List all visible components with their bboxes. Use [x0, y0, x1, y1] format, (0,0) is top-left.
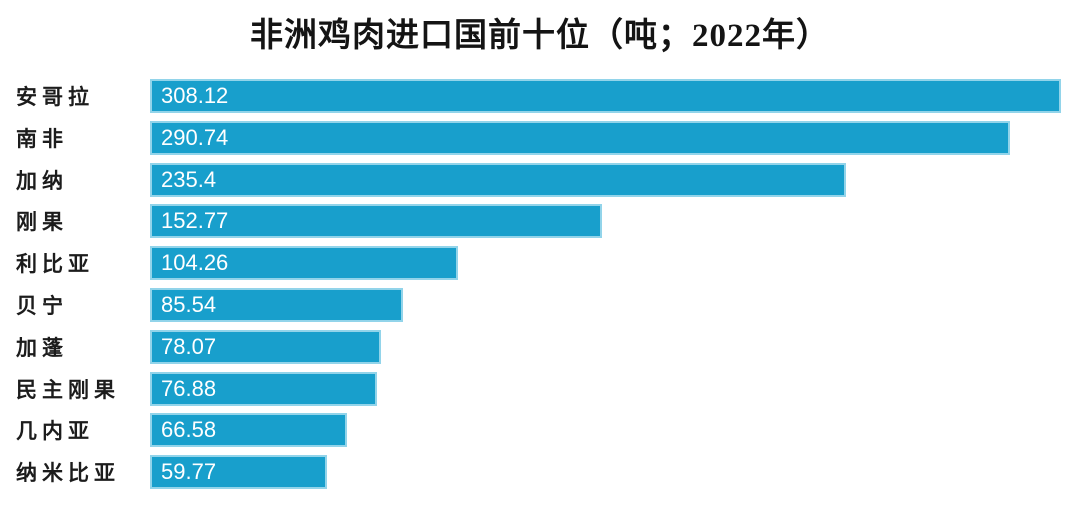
bar-value-label: 59.77	[161, 459, 217, 485]
bar-chart-rows: 安哥拉 308.12 南非 290.74 加纳 235.4 刚果 152.77 利比亚 104.2…	[0, 79, 1080, 497]
bar-value-label: 308.12	[161, 83, 229, 108]
bar-track: 104.26	[150, 246, 1080, 281]
chart-row: 纳米比亚 59.77	[0, 455, 1080, 490]
chart-row: 加蓬 78.07	[0, 329, 1080, 364]
chart-row: 利比亚 104.26	[0, 246, 1080, 281]
category-label: 加蓬	[16, 335, 68, 360]
bar: 290.74	[150, 120, 1010, 155]
chart-row: 南非 290.74	[0, 120, 1080, 155]
bar-track: 235.4	[150, 162, 1080, 197]
category-label: 安哥拉	[16, 85, 94, 109]
chart-row: 加纳 235.4	[0, 162, 1080, 197]
bar-value-label: 104.26	[161, 250, 229, 276]
bar-track: 290.74	[150, 120, 1080, 155]
bar-track: 308.12	[150, 79, 1080, 113]
category-label: 贝宁	[16, 293, 68, 318]
chart-row: 刚果 152.77	[0, 204, 1080, 239]
bar-value-label: 152.77	[161, 208, 229, 234]
bar-track: 85.54	[150, 287, 1080, 322]
bar-track: 76.88	[150, 371, 1080, 406]
bar: 235.4	[150, 162, 846, 197]
bar: 59.77	[150, 455, 327, 490]
chart-row: 贝宁 85.54	[0, 287, 1080, 322]
bar: 152.77	[150, 204, 602, 239]
category-label: 纳米比亚	[16, 461, 120, 486]
bar: 85.54	[150, 287, 403, 322]
bar-value-label: 66.58	[161, 417, 217, 443]
bar-value-label: 76.88	[161, 375, 217, 401]
bar: 308.12	[150, 79, 1061, 113]
category-label: 利比亚	[16, 252, 94, 277]
category-label: 南非	[16, 126, 68, 151]
category-label: 刚果	[16, 210, 68, 235]
bar-track: 78.07	[150, 329, 1080, 364]
chart-row: 民主刚果 76.88	[0, 371, 1080, 406]
bar-track: 66.58	[150, 413, 1080, 448]
category-label: 加纳	[16, 168, 68, 193]
chart-title: 非洲鸡肉进口国前十位（吨；2022年）	[250, 18, 830, 54]
category-label: 民主刚果	[16, 377, 120, 402]
bar-value-label: 78.07	[161, 333, 217, 359]
bar: 76.88	[150, 371, 378, 406]
bar: 66.58	[150, 413, 347, 448]
chart-row: 安哥拉 308.12	[0, 79, 1080, 113]
bar-value-label: 85.54	[161, 291, 217, 317]
bar-value-label: 290.74	[161, 124, 229, 150]
chart-row: 几内亚 66.58	[0, 413, 1080, 448]
bar-track: 59.77	[150, 455, 1080, 490]
bar-value-label: 235.4	[161, 166, 217, 192]
category-label: 几内亚	[16, 419, 94, 444]
bar: 78.07	[150, 329, 381, 364]
bar: 104.26	[150, 246, 459, 281]
bar-track: 152.77	[150, 204, 1080, 239]
